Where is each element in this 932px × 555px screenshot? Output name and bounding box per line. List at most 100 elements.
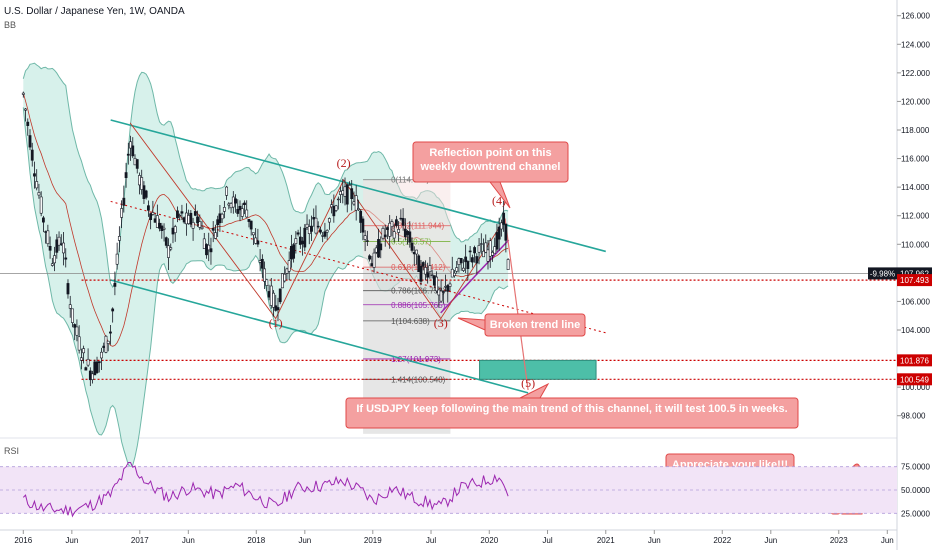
candle-body [93, 361, 97, 376]
candle-body [117, 236, 121, 241]
callout-reflection-text: Reflection point on this [429, 147, 551, 159]
candle-body [120, 208, 124, 218]
candle-body [129, 141, 132, 149]
candle-body [102, 345, 106, 348]
rsi-tick-label: 50.0000 [901, 486, 930, 495]
candle-body [453, 272, 456, 277]
candle-body [196, 216, 199, 224]
chart-title: U.S. Dollar / Japanese Yen, 1W, OANDA [4, 6, 185, 17]
candle-body [435, 276, 439, 292]
candle-body [193, 211, 197, 216]
candle-body [292, 244, 296, 259]
candle-body [111, 308, 115, 312]
candle-body [381, 228, 385, 239]
candlesticks [21, 91, 510, 387]
candle-body [97, 361, 101, 364]
candle-body [274, 305, 278, 311]
candle-body [39, 196, 43, 214]
candle-body [278, 288, 282, 303]
candle-body [359, 210, 363, 223]
horizontal-levels [0, 273, 897, 380]
candle-body [430, 274, 434, 276]
candle-body [263, 268, 266, 282]
candle-body [361, 218, 365, 233]
candle-body [421, 262, 425, 267]
candle-body [234, 198, 237, 204]
candle-body [211, 228, 215, 231]
candle-body [46, 230, 50, 245]
candle-body [155, 215, 159, 228]
candle-body [406, 230, 409, 235]
price-tick-label: 98.000 [901, 412, 926, 421]
price-tick-label: 100.000 [901, 383, 930, 392]
candle-body [365, 240, 369, 242]
candle-body [220, 213, 224, 220]
channel-upper-line [110, 119, 606, 253]
candle-body [164, 237, 168, 246]
candle-body [169, 247, 173, 250]
wave-labels: (1)(2)(3)(4)(5) [269, 156, 535, 390]
wave-label: (5) [521, 376, 535, 390]
candle-body [115, 253, 119, 265]
candle-body [167, 245, 170, 258]
time-tick-label: Jul [426, 536, 436, 545]
fib-level-label: 1.27(101.973) [391, 355, 441, 364]
candle-body [403, 228, 407, 238]
candle-body [91, 373, 94, 380]
candle-body [44, 231, 48, 233]
candle-body [370, 263, 374, 267]
candle-body [502, 212, 506, 225]
rsi-indicator-label: RSI [4, 446, 20, 456]
candle-body [419, 265, 423, 282]
candle-body [158, 222, 161, 229]
candle-body [21, 92, 25, 95]
candle-body [104, 335, 108, 353]
candle-body [412, 252, 416, 255]
candle-body [178, 214, 182, 217]
candle-body [368, 255, 371, 260]
candle-body [397, 229, 401, 233]
candle-body [256, 240, 260, 245]
candle-body [109, 331, 112, 334]
candle-body [59, 243, 63, 245]
candle-body [30, 149, 34, 161]
candle-body [500, 222, 503, 230]
candle-body [249, 220, 253, 230]
candle-body [495, 232, 499, 250]
candle-body [341, 190, 345, 195]
candle-body [42, 217, 45, 223]
candle-body [303, 227, 307, 248]
candle-body [444, 286, 447, 288]
candle-body [254, 237, 258, 244]
candle-body [446, 285, 450, 292]
candle-body [305, 223, 309, 228]
candle-body [283, 273, 287, 282]
candle-body [24, 108, 27, 111]
price-label-badge [897, 274, 932, 287]
candle-body [352, 201, 356, 205]
candle-body [218, 213, 222, 224]
price-tick-label: 106.000 [901, 297, 930, 306]
candle-body [202, 238, 206, 249]
candle-body [149, 213, 153, 221]
candle-body [285, 268, 289, 274]
target-box [479, 359, 597, 380]
candle-body [35, 181, 39, 189]
candle-body [392, 231, 396, 239]
candle-body [236, 208, 240, 214]
time-tick-label: 2018 [247, 536, 265, 545]
candle-body [142, 185, 146, 199]
candle-body [383, 234, 387, 238]
bb-indicator-label: BB [4, 20, 17, 30]
price-label-badge [897, 373, 932, 386]
wave-label: (1) [269, 316, 283, 330]
price-tick-label: 120.000 [901, 97, 930, 106]
candle-body [497, 226, 501, 240]
candle-body [455, 267, 459, 272]
price-tick-label: 112.000 [901, 212, 930, 221]
candle-body [415, 249, 418, 255]
candle-body [135, 159, 139, 169]
candle-body [462, 267, 465, 271]
candle-body [176, 210, 179, 219]
time-tick-label: 2020 [480, 536, 498, 545]
